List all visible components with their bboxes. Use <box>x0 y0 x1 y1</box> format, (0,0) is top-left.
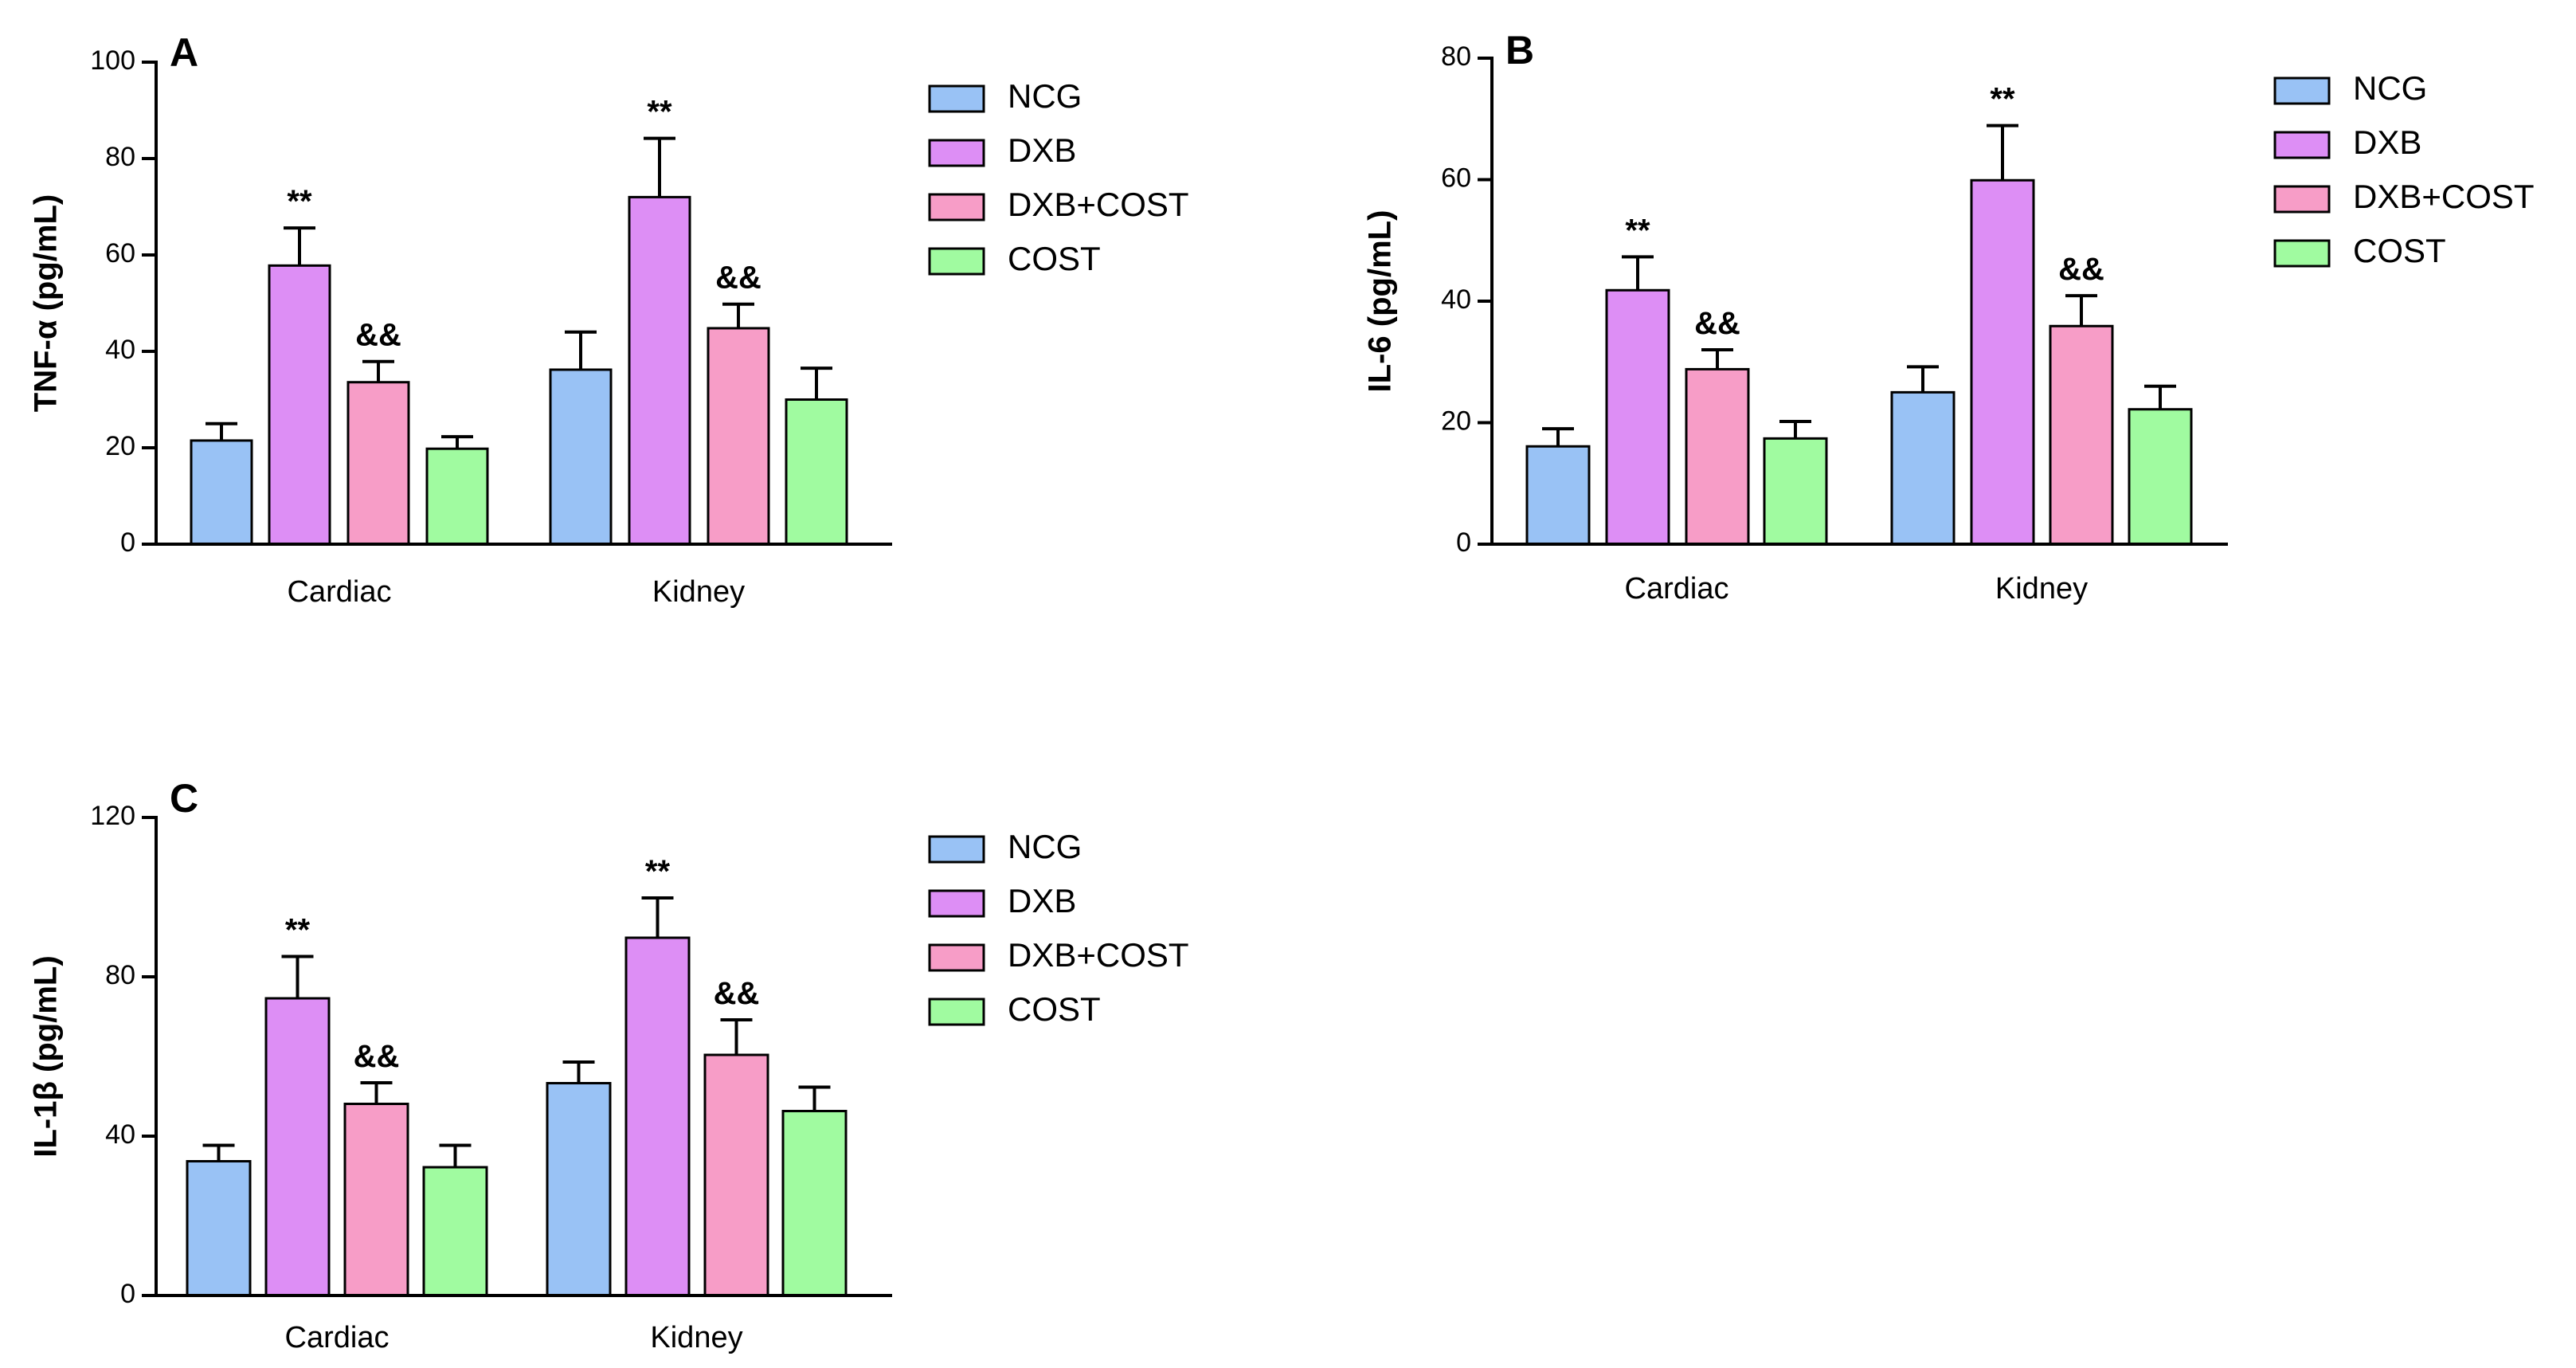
bar-ncg-kidney <box>549 368 613 546</box>
bar-ncg-cardiac <box>1525 445 1591 546</box>
legend-swatch-ncg <box>928 84 985 113</box>
y-tick-label: 40 <box>1441 284 1471 315</box>
bar-cost-cardiac <box>425 447 489 546</box>
legend-label-dxb-cost: DXB+COST <box>1008 186 1189 223</box>
bar-cost-kidney <box>2128 408 2193 546</box>
x-category-label: Kidney <box>652 575 745 609</box>
significance-label: ** <box>1990 82 2015 117</box>
bar-ncg-kidney <box>546 1082 612 1297</box>
y-tick-label: 60 <box>1441 163 1471 193</box>
legend-label-dxb-cost: DXB+COST <box>2353 178 2535 215</box>
bar-dxb-cost-cardiac <box>343 1103 409 1297</box>
legend: NCG DXB DXB+COST COST <box>928 77 1189 277</box>
bar-dxb-cost-kidney <box>2049 324 2114 546</box>
chart-panel-b: B ** ** && && 0 20 40 60 80 Cardiac Kidney IL-6 (pg/… <box>1363 28 2535 606</box>
bar-cost-cardiac <box>1763 437 1828 546</box>
x-category-label: Cardiac <box>285 1321 390 1354</box>
legend-swatch-cost <box>2273 239 2331 268</box>
bar-cost-cardiac <box>422 1166 488 1297</box>
y-axis-label: TNF-α (pg/mL) <box>29 194 64 412</box>
y-axis-label: IL-1β (pg/mL) <box>29 955 64 1157</box>
bar-ncg-cardiac <box>190 439 253 546</box>
bar-dxb-cardiac <box>1605 288 1670 546</box>
significance-label: ** <box>287 184 312 219</box>
bar-cost-kidney <box>785 398 848 546</box>
y-tick-label: 20 <box>1441 406 1471 436</box>
significance-label: && <box>2058 252 2104 287</box>
y-tick-label: 0 <box>120 1279 135 1309</box>
y-axis-label: IL-6 (pg/mL) <box>1363 210 1398 393</box>
bar-dxb-kidney <box>1970 178 2035 546</box>
significance-label: && <box>355 318 401 353</box>
legend-label-cost: COST <box>1008 990 1101 1028</box>
legend-swatch-dxb <box>928 889 985 918</box>
significance-label: && <box>714 976 760 1011</box>
y-tick-label: 20 <box>105 431 135 461</box>
x-category-label: Cardiac <box>1625 572 1729 606</box>
y-tick-label: 40 <box>105 1119 135 1150</box>
y-tick-label: 0 <box>120 527 135 558</box>
y-tick-label: 80 <box>105 142 135 172</box>
chart-panel-c: C ** ** && && 0 40 80 120 Cardiac Kidney IL-1β (pg/… <box>29 776 1189 1354</box>
y-tick-label: 80 <box>105 960 135 990</box>
significance-label: && <box>354 1039 400 1074</box>
x-category-label: Kidney <box>650 1321 742 1354</box>
y-tick-label: 100 <box>90 45 135 76</box>
panel-label: C <box>170 776 198 821</box>
bar-dxb-cost-kidney <box>703 1053 769 1297</box>
legend-label-cost: COST <box>1008 240 1101 277</box>
bar-dxb-cost-cardiac <box>1685 367 1750 546</box>
legend-swatch-dxb-cost <box>928 193 985 221</box>
legend: NCG DXB DXB+COST COST <box>2273 69 2535 269</box>
bar-cost-kidney <box>781 1110 848 1297</box>
legend-swatch-dxb-cost <box>2273 185 2331 214</box>
x-category-label: Cardiac <box>288 575 392 609</box>
y-tick-label: 120 <box>90 801 135 831</box>
y-tick-label: 80 <box>1441 41 1471 72</box>
bar-dxb-cardiac <box>268 264 331 546</box>
significance-label: ** <box>1625 213 1650 248</box>
legend: NCG DXB DXB+COST COST <box>928 828 1189 1028</box>
significance-label: ** <box>285 913 311 948</box>
legend-label-ncg: NCG <box>2353 69 2427 107</box>
legend-swatch-ncg <box>2273 76 2331 105</box>
legend-label-cost: COST <box>2353 232 2446 269</box>
significance-label: ** <box>647 95 672 130</box>
panel-label: A <box>170 30 198 75</box>
bar-ncg-cardiac <box>186 1160 252 1297</box>
legend-swatch-dxb-cost <box>928 943 985 972</box>
bar-dxb-kidney <box>624 936 691 1297</box>
bar-dxb-cost-kidney <box>707 327 770 546</box>
legend-label-dxb-cost: DXB+COST <box>1008 936 1189 974</box>
y-tick-label: 60 <box>105 238 135 269</box>
significance-label: && <box>715 261 761 296</box>
y-tick-label: 40 <box>105 335 135 365</box>
bar-dxb-cost-cardiac <box>346 381 410 546</box>
legend-swatch-ncg <box>928 835 985 864</box>
legend-label-dxb: DXB <box>1008 131 1076 169</box>
bar-ncg-kidney <box>1890 390 1955 546</box>
legend-label-ncg: NCG <box>1008 828 1082 865</box>
x-category-label: Kidney <box>1995 572 2088 606</box>
legend-label-dxb: DXB <box>1008 882 1076 919</box>
significance-label: && <box>1694 306 1740 341</box>
bar-dxb-cardiac <box>264 997 331 1297</box>
chart-panel-a: A ** ** && && 0 20 40 60 80 100 Cardiac Kidney TNF-α … <box>29 30 1189 609</box>
significance-label: ** <box>645 854 671 889</box>
bar-dxb-kidney <box>628 195 691 546</box>
panel-label: B <box>1505 28 1534 73</box>
legend-swatch-cost <box>928 247 985 276</box>
legend-swatch-cost <box>928 998 985 1026</box>
legend-swatch-dxb <box>928 139 985 167</box>
y-tick-label: 0 <box>1456 527 1471 558</box>
legend-label-ncg: NCG <box>1008 77 1082 115</box>
legend-label-dxb: DXB <box>2353 123 2421 161</box>
legend-swatch-dxb <box>2273 131 2331 159</box>
